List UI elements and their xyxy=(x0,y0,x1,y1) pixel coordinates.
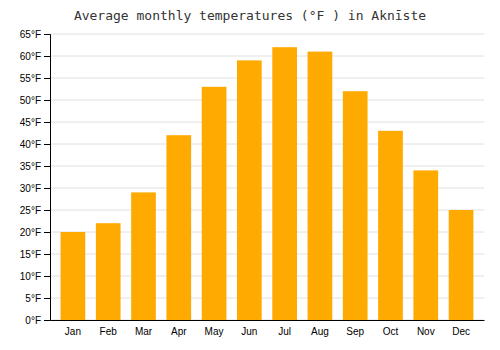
tick-label: 25°F xyxy=(20,205,41,216)
tick-mark xyxy=(44,188,50,189)
tick-label: 5°F xyxy=(25,293,41,304)
y-tick: 45°F xyxy=(20,117,50,128)
grid-line xyxy=(50,34,484,35)
tick-label: Dec xyxy=(452,326,470,337)
grid xyxy=(50,34,484,320)
axis-domain xyxy=(51,320,485,321)
y-tick: 20°F xyxy=(20,227,50,238)
tick-label: Feb xyxy=(100,326,118,337)
y-tick: 40°F xyxy=(20,139,50,150)
tick-label: 50°F xyxy=(20,95,41,106)
grid-line xyxy=(50,100,484,101)
y-tick: 5°F xyxy=(25,293,50,304)
tick-mark xyxy=(44,166,50,167)
tick-label: Nov xyxy=(417,326,435,337)
y-tick: 15°F xyxy=(20,249,50,260)
bar xyxy=(343,91,368,320)
tick-label: Apr xyxy=(171,326,187,337)
tick-mark xyxy=(44,78,50,79)
grid-line xyxy=(50,56,484,57)
bar xyxy=(61,232,86,320)
grid-line xyxy=(50,78,484,79)
y-tick: 25°F xyxy=(20,205,50,216)
tick-label: May xyxy=(205,326,224,337)
grid-line xyxy=(50,122,484,123)
bar xyxy=(272,47,297,320)
y-tick: 30°F xyxy=(20,183,50,194)
tick-label: 40°F xyxy=(20,139,41,150)
y-tick: 50°F xyxy=(20,95,50,106)
tick-mark xyxy=(44,276,50,277)
tick-label: Jun xyxy=(241,326,257,337)
grid-line xyxy=(50,144,484,145)
tick-label: 65°F xyxy=(20,29,41,40)
tick-mark xyxy=(44,320,50,321)
x-tick: Mar xyxy=(135,326,153,337)
x-tick: Jul xyxy=(278,326,291,337)
x-tick: Dec xyxy=(452,326,470,337)
tick-mark xyxy=(44,254,50,255)
x-tick: May xyxy=(205,326,224,337)
x-tick: Apr xyxy=(171,326,187,337)
tick-label: 30°F xyxy=(20,183,41,194)
grid-line xyxy=(50,166,484,167)
tick-mark xyxy=(44,100,50,101)
y-tick: 35°F xyxy=(20,161,50,172)
tick-label: Jul xyxy=(278,326,291,337)
tick-mark xyxy=(44,122,50,123)
tick-label: 10°F xyxy=(20,271,41,282)
bar xyxy=(378,131,403,320)
bar xyxy=(96,223,121,320)
x-tick: Jun xyxy=(241,326,257,337)
chart: Average monthly temperatures (°F ) in Ak… xyxy=(0,0,500,350)
bar xyxy=(166,135,191,320)
y-tick: 65°F xyxy=(20,29,50,40)
tick-label: 35°F xyxy=(20,161,41,172)
bars xyxy=(61,47,474,320)
tick-label: 0°F xyxy=(25,315,41,326)
bar xyxy=(237,60,262,320)
bar xyxy=(202,87,227,320)
x-tick: Feb xyxy=(100,326,118,337)
y-tick: 10°F xyxy=(20,271,50,282)
x-tick: Oct xyxy=(383,326,399,337)
bar xyxy=(131,192,156,320)
y-tick: 60°F xyxy=(20,51,50,62)
tick-mark xyxy=(44,232,50,233)
tick-label: Mar xyxy=(135,326,153,337)
y-axis: 0°F 5°F 10°F 15°F 20°F 25°F 30°F 35°F 40°F 45°F 50… xyxy=(20,29,51,326)
tick-label: Sep xyxy=(346,326,364,337)
tick-mark xyxy=(44,210,50,211)
bar xyxy=(449,210,474,320)
tick-mark xyxy=(44,298,50,299)
tick-label: 20°F xyxy=(20,227,41,238)
tick-label: Aug xyxy=(311,326,329,337)
tick-label: 60°F xyxy=(20,51,41,62)
plot: 0°F 5°F 10°F 15°F 20°F 25°F 30°F 35°F 40°F 45°F 50… xyxy=(20,29,485,337)
tick-mark xyxy=(44,144,50,145)
tick-mark xyxy=(44,34,50,35)
tick-label: Jan xyxy=(65,326,81,337)
bar xyxy=(308,52,333,320)
x-tick: Jan xyxy=(65,326,81,337)
x-tick: Sep xyxy=(346,326,364,337)
axis-domain xyxy=(44,35,51,321)
title: Average monthly temperatures (°F ) in Ak… xyxy=(74,8,426,23)
tick-label: Oct xyxy=(383,326,399,337)
y-tick: 0°F xyxy=(25,315,50,326)
x-tick: Nov xyxy=(417,326,435,337)
bar xyxy=(413,170,438,320)
tick-label: 15°F xyxy=(20,249,41,260)
tick-label: 55°F xyxy=(20,73,41,84)
tick-label: 45°F xyxy=(20,117,41,128)
x-axis: Jan Feb Mar Apr May Jun Jul Aug Sep Oct Nov Dec xyxy=(51,321,485,338)
x-tick: Aug xyxy=(311,326,329,337)
tick-mark xyxy=(44,56,50,57)
y-tick: 55°F xyxy=(20,73,50,84)
